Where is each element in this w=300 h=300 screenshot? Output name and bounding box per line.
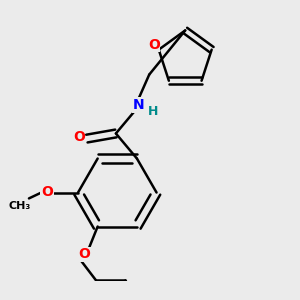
- Text: O: O: [73, 130, 85, 144]
- Text: CH₃: CH₃: [8, 201, 30, 211]
- Text: N: N: [133, 98, 144, 112]
- Text: O: O: [148, 38, 160, 52]
- Text: H: H: [148, 105, 158, 118]
- Text: O: O: [41, 185, 53, 199]
- Text: O: O: [79, 247, 91, 261]
